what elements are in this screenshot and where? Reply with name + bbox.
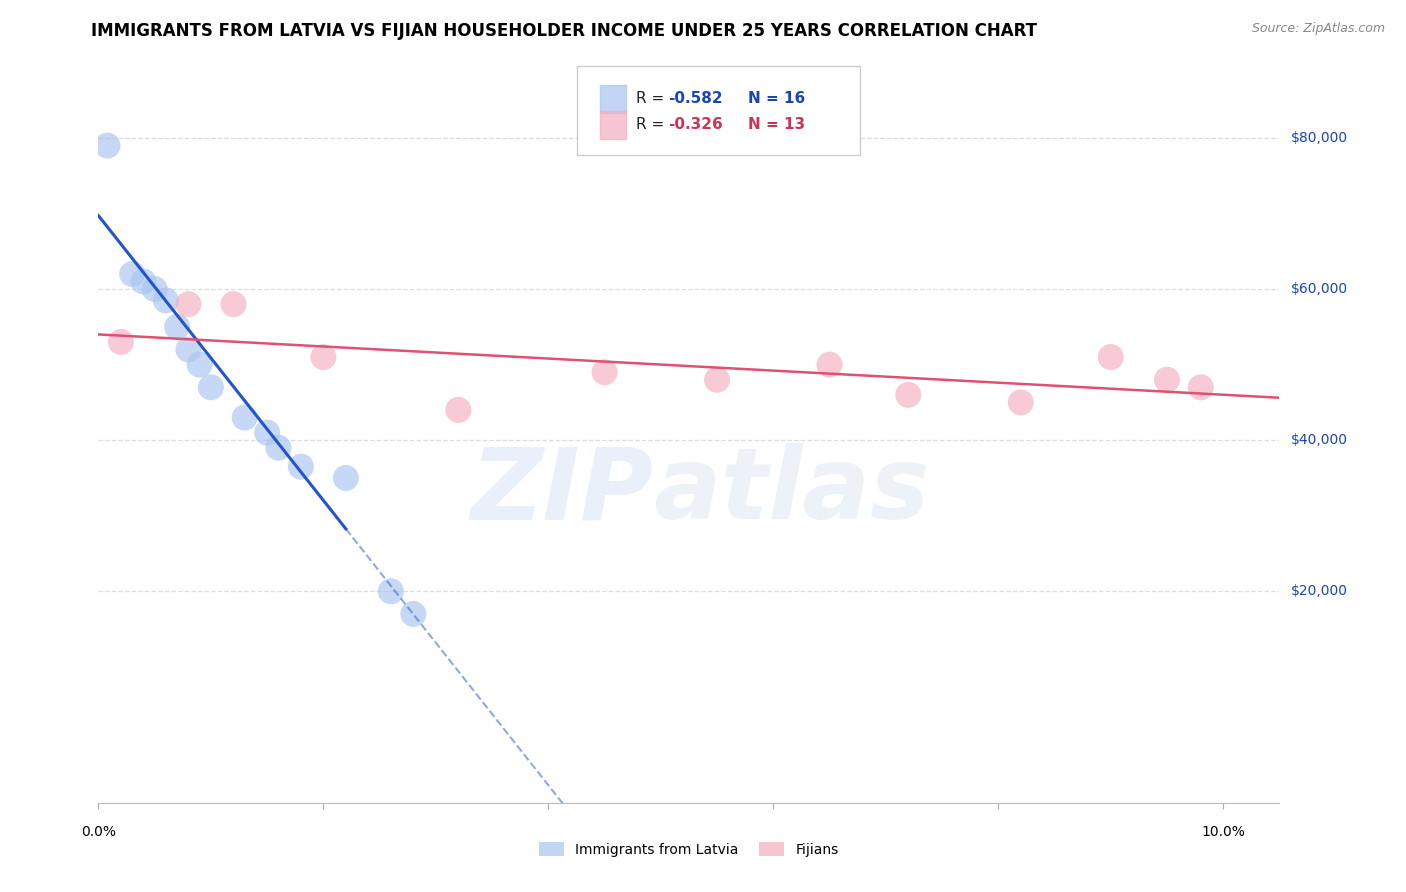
Point <box>155 293 177 308</box>
Text: R =: R = <box>636 117 669 132</box>
Text: Source: ZipAtlas.com: Source: ZipAtlas.com <box>1251 22 1385 36</box>
Point <box>177 297 200 311</box>
Text: N = 16: N = 16 <box>748 91 806 106</box>
Text: R =: R = <box>636 91 669 106</box>
Point <box>256 425 278 440</box>
Text: atlas: atlas <box>654 443 929 541</box>
Text: N = 13: N = 13 <box>748 117 806 132</box>
Point <box>706 373 728 387</box>
Point <box>121 267 143 281</box>
Point <box>1156 373 1178 387</box>
Point <box>897 388 920 402</box>
Point <box>200 380 222 394</box>
Point <box>1099 350 1122 364</box>
Point <box>222 297 245 311</box>
Point <box>818 358 841 372</box>
Text: IMMIGRANTS FROM LATVIA VS FIJIAN HOUSEHOLDER INCOME UNDER 25 YEARS CORRELATION C: IMMIGRANTS FROM LATVIA VS FIJIAN HOUSEHO… <box>91 22 1038 40</box>
Point <box>110 334 132 349</box>
Point <box>402 607 425 621</box>
Point <box>233 410 256 425</box>
Point <box>188 358 211 372</box>
Point <box>267 441 290 455</box>
Point <box>380 584 402 599</box>
Point <box>335 471 357 485</box>
FancyBboxPatch shape <box>576 66 860 155</box>
Point <box>593 365 616 379</box>
Text: 0.0%: 0.0% <box>82 825 115 839</box>
Point <box>132 275 155 289</box>
Point <box>290 459 312 474</box>
Point <box>143 282 166 296</box>
Point <box>312 350 335 364</box>
Text: 10.0%: 10.0% <box>1201 825 1246 839</box>
Bar <box>600 85 626 112</box>
Point <box>447 403 470 417</box>
Text: ZIP: ZIP <box>471 443 654 541</box>
Point <box>1010 395 1032 409</box>
Point <box>96 138 118 153</box>
Text: $80,000: $80,000 <box>1291 131 1348 145</box>
Text: $20,000: $20,000 <box>1291 584 1347 599</box>
Point <box>166 319 188 334</box>
Legend: Immigrants from Latvia, Fijians: Immigrants from Latvia, Fijians <box>533 837 845 863</box>
Point <box>1189 380 1212 394</box>
Point <box>177 343 200 357</box>
Bar <box>600 111 626 138</box>
Text: -0.582: -0.582 <box>668 91 723 106</box>
Text: $60,000: $60,000 <box>1291 282 1348 296</box>
Text: -0.326: -0.326 <box>668 117 723 132</box>
Text: $40,000: $40,000 <box>1291 434 1347 447</box>
